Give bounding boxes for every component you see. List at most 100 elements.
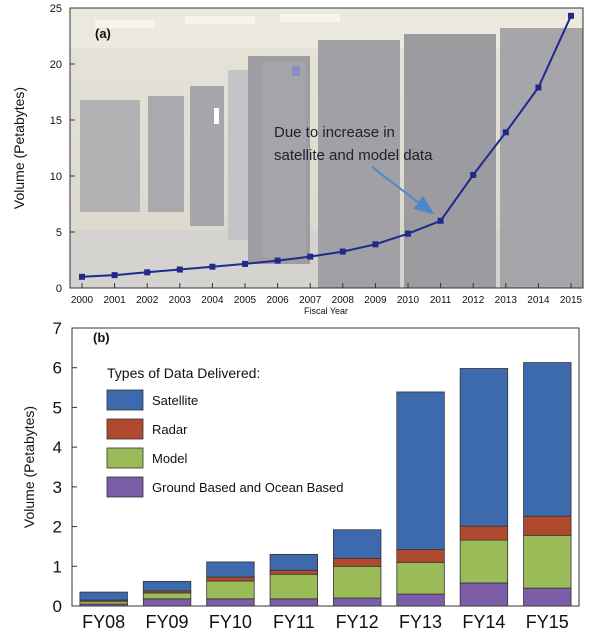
datacenter-background-image: [70, 8, 583, 288]
x-tick-label-a: 2003: [169, 295, 192, 306]
panel-b: 0 1 2 3 4 5 6 7 FY08 FY09 FY10 FY11 FY12 FY13 FY14 FY1…: [21, 319, 580, 632]
axes-frame-b: [71, 327, 580, 607]
x-tick-label-b: FY09: [146, 612, 189, 632]
x-tick-label-a: 2006: [266, 295, 289, 306]
bar-segment: [206, 576, 255, 582]
x-tick-label-b: FY08: [82, 612, 125, 632]
y-tick-label-a: 5: [56, 227, 62, 239]
y-tick-label-b: 5: [53, 398, 62, 417]
x-tick-label-a: 2010: [397, 295, 420, 306]
x-tick-label-a: 2000: [71, 295, 94, 306]
data-point: [307, 253, 314, 260]
x-tick-label-a: 2008: [332, 295, 355, 306]
legend-title: Types of Data Delivered:: [107, 365, 260, 381]
bar-segment: [79, 591, 128, 601]
x-tick-label-a: 2014: [527, 295, 550, 306]
panel-label-a: (a): [95, 26, 111, 41]
bar-segment: [333, 597, 382, 607]
y-tick-label-a: 15: [50, 115, 62, 127]
bar-segment: [459, 582, 509, 607]
data-point: [372, 241, 379, 248]
legend-swatch: [106, 476, 144, 498]
x-tick-label-a: 2009: [364, 295, 387, 306]
y-tick-label-b: 6: [53, 359, 62, 378]
bar-segment: [79, 600, 128, 605]
y-tick-label-b: 3: [53, 478, 62, 497]
data-point: [79, 273, 85, 280]
x-tick-label-b: FY14: [462, 612, 505, 632]
volume-line: [81, 15, 572, 278]
x-tick-label-a: 2002: [136, 295, 159, 306]
annotation-line-2: satellite and model data: [274, 147, 433, 164]
x-tick-label-b: FY11: [273, 612, 315, 632]
annotation-line-1: Due to increase in: [274, 124, 395, 141]
bar-segment: [269, 553, 318, 571]
legend: Types of Data Delivered: Satellite Radar M…: [106, 365, 344, 498]
legend-swatch: [106, 389, 144, 411]
bar-segment: [269, 598, 318, 607]
x-tick-label-b: FY15: [526, 612, 569, 632]
bar-segment: [206, 580, 255, 600]
data-point: [274, 257, 281, 264]
data-point: [242, 260, 248, 267]
panel-label-b: (b): [93, 330, 110, 345]
x-tick-label-a: 2005: [234, 295, 257, 306]
bar-segment: [523, 534, 572, 589]
data-point: [111, 272, 118, 279]
bar-segment: [396, 561, 445, 595]
x-tick-label-a: 2001: [103, 295, 126, 306]
bar-segment: [459, 525, 509, 541]
bar-segment: [396, 391, 445, 551]
y-tick-label-a: 25: [50, 3, 62, 15]
bar-segment: [523, 362, 572, 517]
bar-segment: [269, 573, 318, 600]
y-axis-b: 0 1 2 3 4 5 6 7: [53, 319, 77, 616]
bar-segment: [333, 557, 382, 567]
data-point: [339, 248, 346, 255]
bar-segment: [333, 565, 382, 599]
bar-segment: [396, 593, 445, 607]
y-tick-label-b: 4: [53, 438, 62, 457]
data-point: [470, 171, 477, 178]
line-series-volume: [79, 12, 574, 280]
y-tick-label-a: 0: [56, 283, 62, 295]
data-point: [535, 84, 542, 91]
bar-segment: [396, 549, 445, 563]
x-tick-label-b: FY13: [399, 612, 442, 632]
data-point: [176, 266, 183, 273]
x-tick-label-a: 2007: [299, 295, 322, 306]
x-axis-b: FY08 FY09 FY10 FY11 FY12 FY13 FY14 FY15: [82, 612, 569, 632]
legend-label: Satellite: [152, 393, 198, 408]
bar-segment: [459, 368, 509, 527]
axes-frame-a: [69, 7, 584, 289]
bar-segment: [142, 598, 192, 607]
bar-segment: [269, 569, 318, 575]
bar-segment: [206, 598, 255, 607]
data-point: [405, 230, 411, 237]
x-tick-label-a: 2012: [462, 295, 485, 306]
x-axis-label-a: Fiscal Year: [304, 306, 348, 316]
bar-segment: [142, 592, 192, 600]
bar-segment: [333, 529, 382, 559]
data-point: [437, 217, 444, 224]
x-tick-label-a: 2015: [560, 295, 583, 306]
y-tick-label-b: 0: [53, 597, 62, 616]
data-point: [209, 263, 216, 270]
bar-segment: [459, 539, 509, 584]
data-point: [144, 269, 151, 276]
legend-swatch: [106, 447, 144, 469]
y-tick-label-a: 10: [50, 171, 62, 183]
x-tick-label-b: FY10: [209, 612, 252, 632]
x-tick-label-b: FY12: [336, 612, 379, 632]
data-point: [502, 129, 509, 136]
legend-label: Model: [152, 451, 188, 466]
y-axis-label-b: Volume (Petabytes): [21, 406, 37, 528]
y-axis-a: 0 5 10 15 20 25: [50, 3, 75, 295]
x-tick-label-a: 2011: [430, 295, 452, 306]
legend-label: Radar: [152, 422, 188, 437]
y-tick-label-b: 2: [53, 518, 62, 537]
legend-swatch: [106, 418, 144, 440]
stacked-bars: [79, 362, 572, 607]
